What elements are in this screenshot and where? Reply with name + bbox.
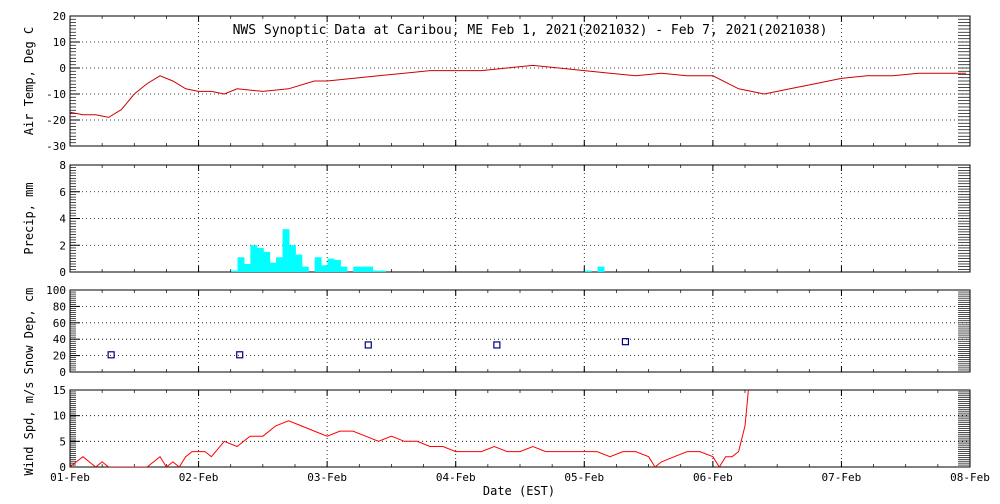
precip-bar — [257, 248, 264, 272]
y-tick-label: 0 — [59, 366, 66, 379]
x-tick-label: 08-Feb — [950, 471, 990, 484]
y-tick-label: 20 — [53, 10, 66, 23]
precip-bar — [328, 259, 335, 272]
precip-bar — [238, 257, 245, 272]
y-tick-label: 2 — [59, 239, 66, 252]
precip-bar — [283, 229, 290, 272]
snow-depth-marker — [622, 339, 628, 345]
precip-bar — [353, 267, 360, 272]
precip-bar — [270, 263, 277, 272]
precip-bar — [302, 267, 309, 272]
chart-title: NWS Synoptic Data at Caribou, ME Feb 1, … — [233, 23, 828, 38]
y-tick-label: 0 — [59, 266, 66, 279]
y-tick-label: 5 — [59, 435, 66, 448]
precip-bar — [379, 271, 386, 272]
wind-line — [70, 385, 749, 467]
precip-bar — [360, 267, 367, 272]
y-tick-label: 6 — [59, 186, 66, 199]
y-axis-label: Snow Dep, cm — [22, 288, 36, 375]
precip-bar — [289, 245, 296, 272]
y-tick-label: 10 — [53, 36, 66, 49]
x-tick-label: 01-Feb — [50, 471, 90, 484]
y-tick-label: 100 — [46, 284, 66, 297]
panel-frame — [70, 290, 970, 372]
x-tick-label: 05-Feb — [564, 471, 604, 484]
y-axis-label: Precip, mm — [22, 182, 36, 254]
precip-bar — [295, 255, 302, 272]
precip-bar — [321, 265, 328, 272]
y-tick-label: 4 — [59, 213, 66, 226]
y-tick-label: -30 — [46, 140, 66, 153]
panel-2: 8 6 4 2 0 Precip, mm — [22, 159, 970, 279]
precip-bar — [373, 271, 380, 272]
snow-depth-marker — [494, 342, 500, 348]
x-tick-label: 06-Feb — [693, 471, 733, 484]
panel-3: 100 80 60 40 20 0 Snow Dep, cm — [22, 284, 970, 379]
y-tick-label: 0 — [59, 62, 66, 75]
snow-depth-marker — [365, 342, 371, 348]
y-tick-label: 8 — [59, 159, 66, 172]
precip-bar — [334, 260, 341, 272]
precip-bar — [315, 257, 322, 272]
y-tick-label: 10 — [53, 410, 66, 423]
snow-depth-marker — [237, 352, 243, 358]
y-axis-label: Wind Spd, m/s — [22, 382, 36, 476]
snow-depth-marker — [108, 352, 114, 358]
y-tick-label: -10 — [46, 88, 66, 101]
y-tick-label: 15 — [53, 384, 66, 397]
y-tick-label: 20 — [53, 350, 66, 363]
x-tick-label: 04-Feb — [436, 471, 476, 484]
y-tick-label: -20 — [46, 114, 66, 127]
temp-line — [70, 65, 966, 117]
y-tick-label: 40 — [53, 333, 66, 346]
precip-bar — [263, 252, 270, 272]
precip-bar — [598, 267, 605, 272]
y-axis-label: Air Temp, Deg C — [22, 27, 36, 135]
precip-bar — [231, 271, 238, 272]
panel-frame — [70, 390, 970, 467]
precip-bar — [585, 271, 592, 272]
precip-bar — [250, 245, 257, 272]
y-tick-label: 60 — [53, 317, 66, 330]
x-tick-label: 02-Feb — [179, 471, 219, 484]
x-axis-label: Date (EST) — [483, 484, 555, 498]
precip-bar — [366, 267, 373, 272]
precip-bar — [276, 257, 283, 272]
y-tick-label: 80 — [53, 300, 66, 313]
x-tick-label: 07-Feb — [822, 471, 862, 484]
precip-bar — [244, 264, 251, 272]
precip-bar — [340, 267, 347, 272]
x-tick-label: 03-Feb — [307, 471, 347, 484]
